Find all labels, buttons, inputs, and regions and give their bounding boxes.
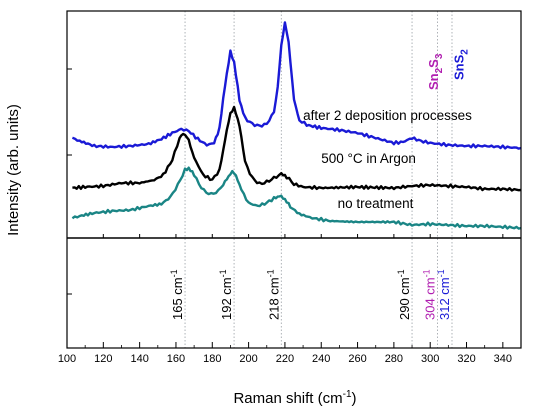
x-axis-title: Raman shift (cm-1) (233, 389, 356, 407)
x-tick-label-320: 320 (457, 353, 475, 365)
x-tick-label-260: 260 (348, 353, 366, 365)
spectra-lines (71, 21, 522, 230)
phase-label-1: SnS2 (451, 49, 470, 80)
peak-label-218: 218 cm-1 (265, 269, 281, 320)
peak-label-165: 165 cm-1 (169, 269, 185, 320)
axis-ticks: 100 120 140 160 180 200 220 240 260 280 300 320 340 (58, 68, 512, 365)
series-line-0 (71, 21, 522, 150)
chart-labels: after 2 deposition processes 500 °C in Ar… (169, 49, 472, 320)
series-line-2 (71, 166, 522, 230)
x-tick-label-280: 280 (385, 353, 403, 365)
plot-frame (66, 10, 522, 349)
x-tick-label-340: 340 (494, 353, 512, 365)
series-label-0: after 2 deposition processes (303, 108, 472, 123)
series-label-2: no treatment (338, 196, 414, 211)
x-tick-label-180: 180 (203, 353, 221, 365)
x-tick-label-220: 220 (276, 353, 294, 365)
peak-label-290: 290 cm-1 (396, 269, 412, 320)
x-tick-label-120: 120 (94, 353, 112, 365)
peak-label-304: 304 cm-1 (421, 269, 437, 320)
y-axis-title: Intensity (arb. units) (5, 104, 22, 236)
peak-label-192: 192 cm-1 (218, 269, 234, 320)
phase-label-0: Sn2S3 (426, 53, 445, 90)
series-label-1: 500 °C in Argon (321, 151, 416, 166)
x-tick-label-140: 140 (130, 353, 148, 365)
x-tick-label-160: 160 (167, 353, 185, 365)
peak-label-312: 312 cm-1 (436, 269, 452, 320)
plot-border (66, 10, 522, 349)
x-tick-label-200: 200 (239, 353, 257, 365)
series-line-1 (72, 105, 522, 192)
x-tick-label-300: 300 (421, 353, 439, 365)
x-tick-label-100: 100 (58, 353, 76, 365)
x-tick-label-240: 240 (312, 353, 330, 365)
